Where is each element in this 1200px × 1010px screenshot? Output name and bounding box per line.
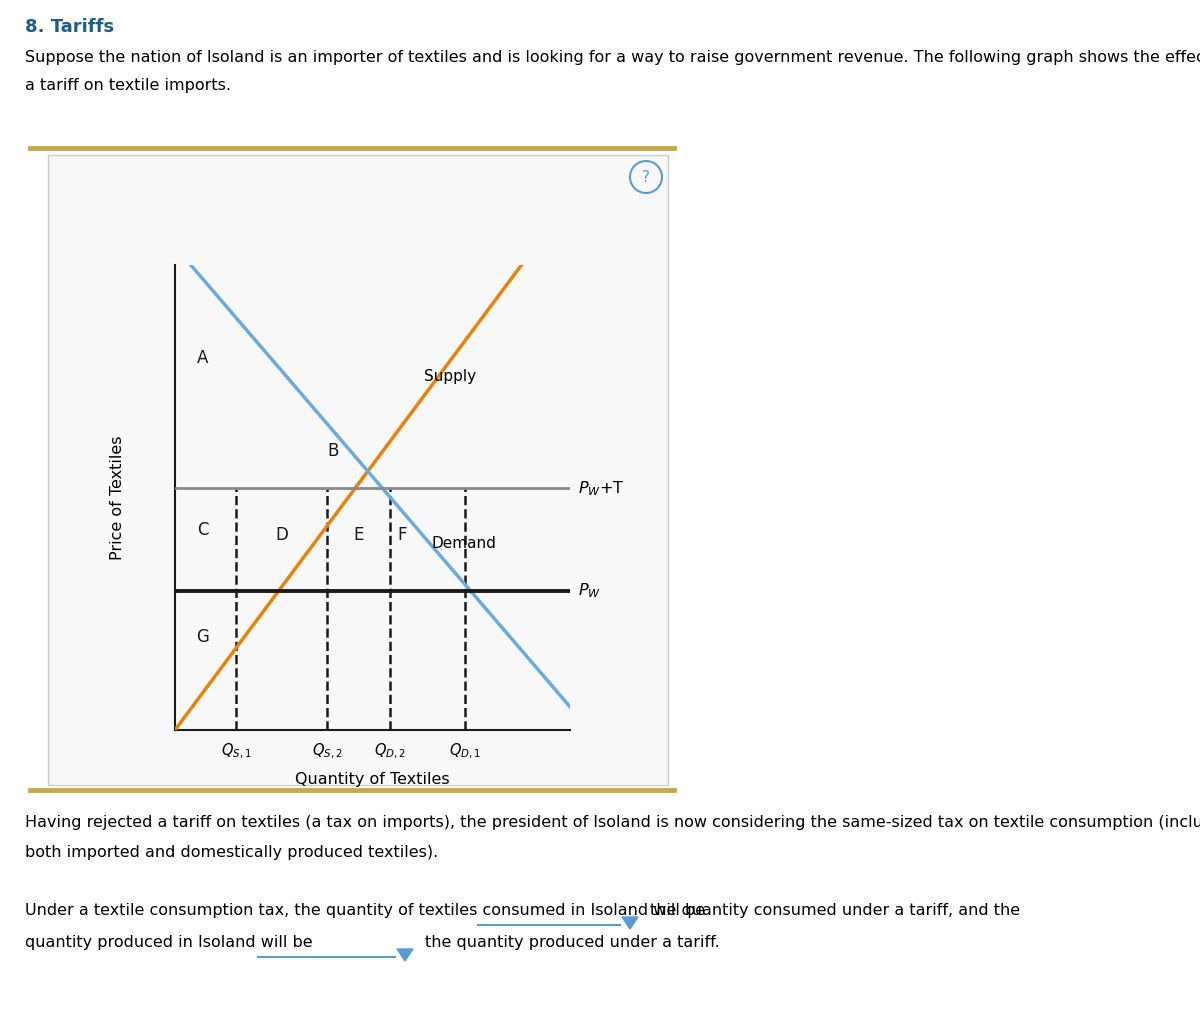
Text: A: A (197, 349, 209, 367)
Text: Quantity of Textiles: Quantity of Textiles (295, 772, 450, 787)
Text: G: G (197, 628, 209, 646)
Text: the quantity consumed under a tariff, and the: the quantity consumed under a tariff, an… (650, 903, 1020, 918)
Text: Having rejected a tariff on textiles (a tax on imports), the president of Isolan: Having rejected a tariff on textiles (a … (25, 815, 1200, 830)
Text: F: F (397, 525, 407, 543)
Text: Price of Textiles: Price of Textiles (109, 435, 125, 560)
Text: $P_W$: $P_W$ (578, 581, 601, 600)
Text: $Q_{S,2}$: $Q_{S,2}$ (312, 742, 342, 762)
Text: quantity produced in Isoland will be: quantity produced in Isoland will be (25, 935, 313, 950)
Text: B: B (328, 442, 338, 460)
Text: $Q_{S,1}$: $Q_{S,1}$ (221, 742, 252, 762)
Text: E: E (354, 525, 364, 543)
Text: ?: ? (642, 171, 650, 186)
Text: a tariff on textile imports.: a tariff on textile imports. (25, 78, 230, 93)
Text: Supply: Supply (424, 369, 476, 384)
Polygon shape (622, 917, 638, 929)
Text: the quantity produced under a tariff.: the quantity produced under a tariff. (425, 935, 720, 950)
Text: $Q_{D,2}$: $Q_{D,2}$ (374, 742, 407, 762)
Text: Demand: Demand (432, 536, 497, 551)
Text: $P_W$+T: $P_W$+T (578, 479, 624, 498)
Text: both imported and domestically produced textiles).: both imported and domestically produced … (25, 845, 438, 860)
Polygon shape (397, 949, 413, 961)
Text: Under a textile consumption tax, the quantity of textiles consumed in Isoland wi: Under a textile consumption tax, the qua… (25, 903, 706, 918)
Text: Suppose the nation of Isoland is an importer of textiles and is looking for a wa: Suppose the nation of Isoland is an impo… (25, 50, 1200, 65)
Bar (48, 155, 668, 785)
Text: 8. Tariffs: 8. Tariffs (25, 18, 114, 36)
Text: C: C (197, 521, 209, 539)
Text: $Q_{D,1}$: $Q_{D,1}$ (449, 742, 481, 762)
Text: D: D (275, 525, 288, 543)
